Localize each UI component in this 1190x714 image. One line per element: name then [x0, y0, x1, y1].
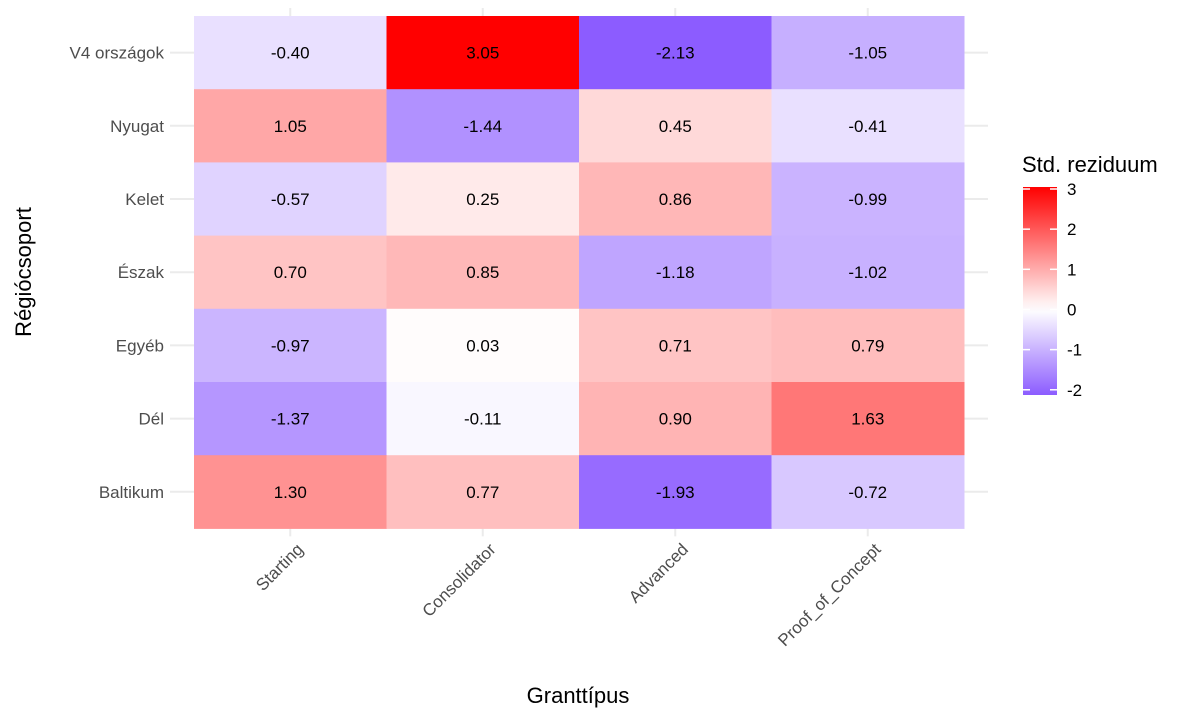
heatmap-cell [579, 308, 772, 383]
cell-value-label: -0.99 [848, 190, 887, 209]
cell-value-label: 0.70 [274, 263, 307, 282]
cell-value-label: 0.71 [659, 336, 692, 355]
heatmap-cell [771, 162, 965, 237]
cell-value-label: 0.90 [659, 410, 692, 429]
y-tick-label: Egyéb [116, 336, 164, 355]
cell-value-label: 1.63 [851, 410, 884, 429]
cell-value-label: 1.05 [274, 117, 307, 136]
x-tick-label: Consolidator [419, 540, 500, 621]
cell-value-label: 1.30 [274, 483, 307, 502]
heatmap-cell [194, 162, 387, 237]
heatmap-cell [579, 162, 772, 237]
cell-value-label: -1.18 [656, 263, 695, 282]
legend-tick-label: -2 [1067, 381, 1082, 400]
heatmap-cell [386, 162, 580, 237]
heatmap-cell [579, 455, 772, 529]
cell-value-label: -0.41 [848, 117, 887, 136]
legend-title: Std. reziduum [1022, 152, 1158, 177]
heatmap-cell [194, 16, 387, 90]
cell-value-label: -1.93 [656, 483, 695, 502]
heatmap-cell [194, 308, 387, 383]
heatmap-cell [771, 308, 965, 383]
heatmap-cell [771, 16, 965, 90]
heatmap-cell [579, 16, 772, 90]
heatmap-cell [194, 89, 387, 163]
cell-value-label: -1.44 [463, 117, 502, 136]
cell-value-label: -0.97 [271, 336, 310, 355]
legend-tick-label: -1 [1067, 341, 1082, 360]
cell-value-label: -1.37 [271, 410, 310, 429]
y-tick-label: Észak [118, 263, 165, 282]
heatmap-cell [579, 382, 772, 456]
heatmap-cell [386, 16, 580, 90]
legend-tick-label: 1 [1067, 260, 1076, 279]
y-tick-label: Kelet [125, 190, 164, 209]
heatmap-cell [194, 382, 387, 456]
heatmap-cell [386, 235, 580, 310]
y-tick-label: V4 országok [70, 44, 165, 63]
heatmap-cell [194, 235, 387, 310]
cell-value-label: 0.77 [466, 483, 499, 502]
y-axis-title: Régiócsoport [11, 207, 36, 337]
heatmap-cell [579, 235, 772, 310]
heatmap-cell [771, 89, 965, 163]
legend-tick-label: 3 [1067, 180, 1076, 199]
y-tick-label: Dél [138, 410, 164, 429]
heatmap-cell [771, 455, 965, 529]
cell-value-label: 0.85 [466, 263, 499, 282]
cell-value-label: -1.02 [848, 263, 887, 282]
color-legend: Std. reziduum 3 2 1 0 -1 -2 [1022, 152, 1158, 400]
heatmap-cell [579, 89, 772, 163]
y-tick-labels: V4 országok Nyugat Kelet Észak Egyéb Dél Balti… [70, 44, 165, 502]
cell-value-label: 0.86 [659, 190, 692, 209]
cell-value-label: -2.13 [656, 44, 695, 63]
heatmap-cells: -0.40 3.05 -2.13 -1.05 1.05 -1.44 0.45 -0.41 -0.… [194, 16, 965, 529]
heatmap-cell [386, 455, 580, 529]
y-tick-label: Nyugat [110, 117, 164, 136]
cell-value-label: -0.11 [464, 410, 502, 429]
heatmap-cell [386, 308, 580, 383]
cell-value-label: 0.79 [851, 336, 884, 355]
cell-value-label: 0.25 [466, 190, 499, 209]
cell-value-label: 3.05 [466, 44, 499, 63]
legend-tick-label: 0 [1067, 300, 1076, 319]
legend-color-bar [1023, 187, 1057, 395]
x-tick-labels: Starting Consolidator Advanced Proof_of_Con… [252, 540, 885, 651]
cell-value-label: 0.03 [466, 336, 499, 355]
heatmap-cell [771, 382, 965, 456]
legend-tick-label: 2 [1067, 220, 1076, 239]
cell-value-label: -1.05 [848, 44, 887, 63]
heatmap-cell [771, 235, 965, 310]
heatmap-cell [386, 382, 580, 456]
cell-value-label: -0.72 [848, 483, 887, 502]
cell-value-label: -0.40 [271, 44, 310, 63]
y-tick-label: Baltikum [99, 483, 164, 502]
cell-value-label: -0.57 [271, 190, 310, 209]
x-tick-label: Starting [252, 540, 307, 595]
heatmap-cell [386, 89, 580, 163]
cell-value-label: 0.45 [659, 117, 692, 136]
x-tick-label: Proof_of_Concept [774, 540, 885, 651]
x-axis-title: Granttípus [527, 683, 630, 708]
x-tick-label: Advanced [625, 540, 692, 607]
heatmap-cell [194, 455, 387, 529]
